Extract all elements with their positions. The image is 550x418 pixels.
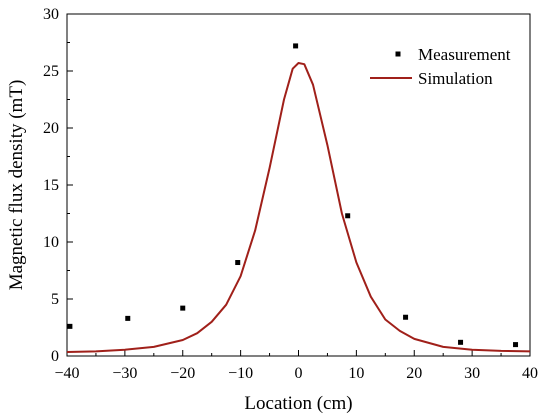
x-tick-label: 0 xyxy=(295,365,303,382)
y-tick-label: 5 xyxy=(51,291,59,308)
measurement-point xyxy=(125,315,131,321)
x-tick-label: −10 xyxy=(228,365,253,382)
measurement-point xyxy=(293,43,299,49)
measurement-point xyxy=(180,305,186,311)
x-axis-label: Location (cm) xyxy=(244,393,352,414)
y-tick-label: 20 xyxy=(43,120,59,137)
y-tick-label: 30 xyxy=(43,6,59,23)
x-tick-label: 40 xyxy=(522,365,538,382)
x-tick-label: −20 xyxy=(170,365,195,382)
measurement-point xyxy=(513,342,519,348)
plot-frame xyxy=(66,13,531,357)
x-axis-ticks: −40 −30 −20 −10 0 10 20 30 40 xyxy=(54,350,538,382)
y-tick-label: 25 xyxy=(43,63,59,80)
x-tick-label: 30 xyxy=(464,365,480,382)
x-tick-label: 10 xyxy=(348,365,364,382)
plot-area xyxy=(66,13,531,357)
y-axis-ticks: 0 5 10 15 20 25 30 xyxy=(43,6,73,365)
measurement-point xyxy=(235,260,241,266)
legend-marker-measurement xyxy=(395,51,401,57)
measurement-point xyxy=(67,323,73,329)
y-axis-label: Magnetic flux density (mT) xyxy=(6,80,27,291)
series-layer xyxy=(66,43,531,353)
y-tick-label: 15 xyxy=(43,177,59,194)
legend-label: Measurement xyxy=(418,45,511,64)
y-tick-label: 0 xyxy=(51,348,59,365)
simulation-line xyxy=(66,62,531,353)
measurement-point xyxy=(345,213,351,219)
measurement-point xyxy=(458,339,464,345)
legend-label: Simulation xyxy=(418,69,493,88)
measurement-point xyxy=(403,314,409,320)
x-tick-label: −40 xyxy=(54,365,79,382)
y-tick-label: 10 xyxy=(43,234,59,251)
legend: Measurement Simulation xyxy=(370,45,511,88)
x-tick-label: −30 xyxy=(112,365,137,382)
x-tick-label: 20 xyxy=(406,365,422,382)
